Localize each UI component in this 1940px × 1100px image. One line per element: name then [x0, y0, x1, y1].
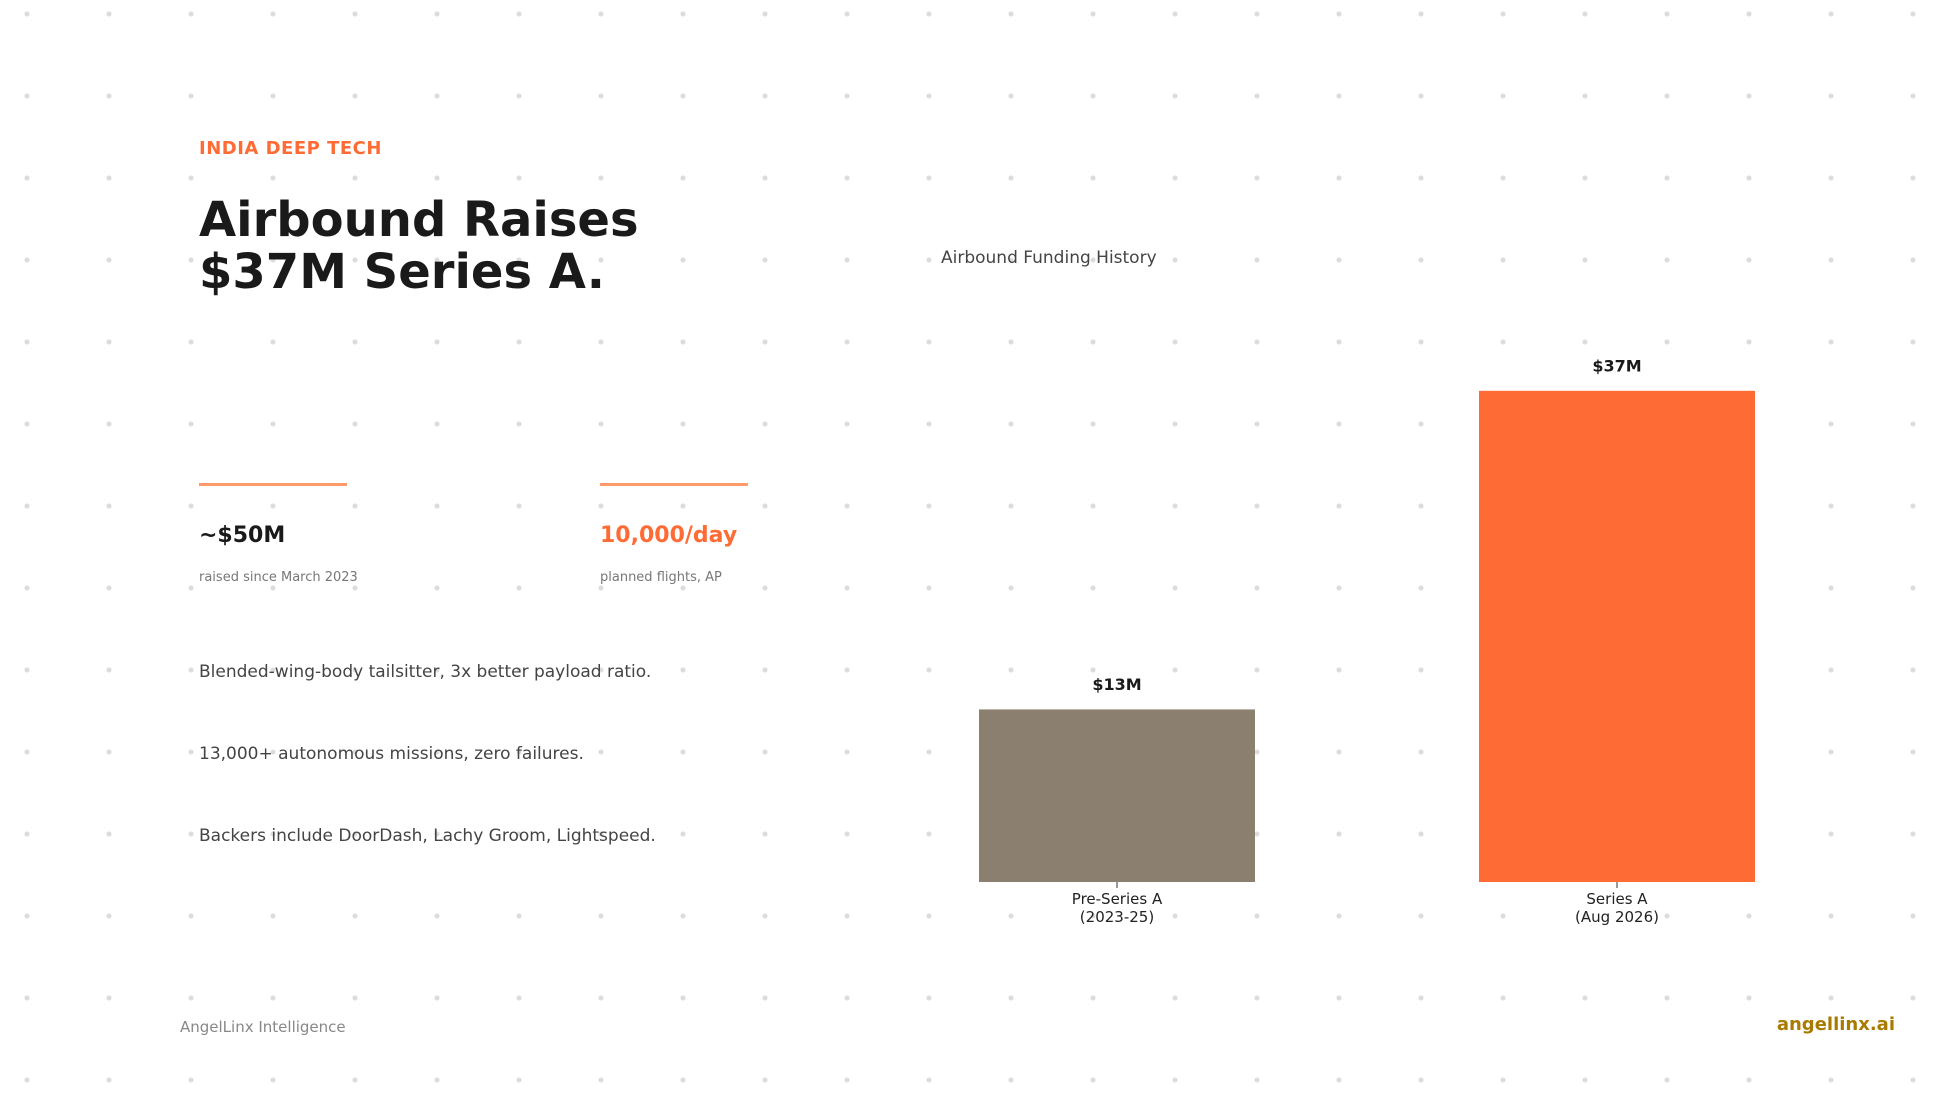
- value-label: $37M: [1592, 356, 1641, 375]
- bar: [979, 709, 1255, 882]
- headline: $37M Series A.: [199, 244, 606, 300]
- footer-brand: angellinx.ai: [1776, 1014, 1895, 1035]
- headline: Airbound Raises: [199, 192, 639, 248]
- divider: [199, 483, 347, 486]
- stat-label: raised since March 2023: [199, 570, 358, 585]
- bar: [1479, 390, 1755, 882]
- stat-value: ~$50M: [199, 523, 286, 548]
- bullet: 13,000+ autonomous missions, zero failur…: [199, 744, 584, 764]
- bullet: Blended-wing-body tailsitter, 3x better …: [199, 662, 652, 682]
- value-label: $13M: [1092, 675, 1141, 694]
- x-tick-label: Series A (Aug 2026): [1575, 890, 1659, 926]
- x-tick-label: Pre-Series A (2023-25): [1071, 890, 1163, 926]
- bullet: Backers include DoorDash, Lachy Groom, L…: [199, 826, 656, 846]
- divider: [600, 483, 748, 486]
- footer-source: AngelLinx Intelligence: [180, 1018, 346, 1036]
- chart-title: Airbound Funding History: [941, 248, 1157, 268]
- kicker: INDIA DEEP TECH: [199, 138, 382, 159]
- stat-value: 10,000/day: [600, 523, 738, 548]
- stat-label: planned flights, AP: [600, 570, 722, 585]
